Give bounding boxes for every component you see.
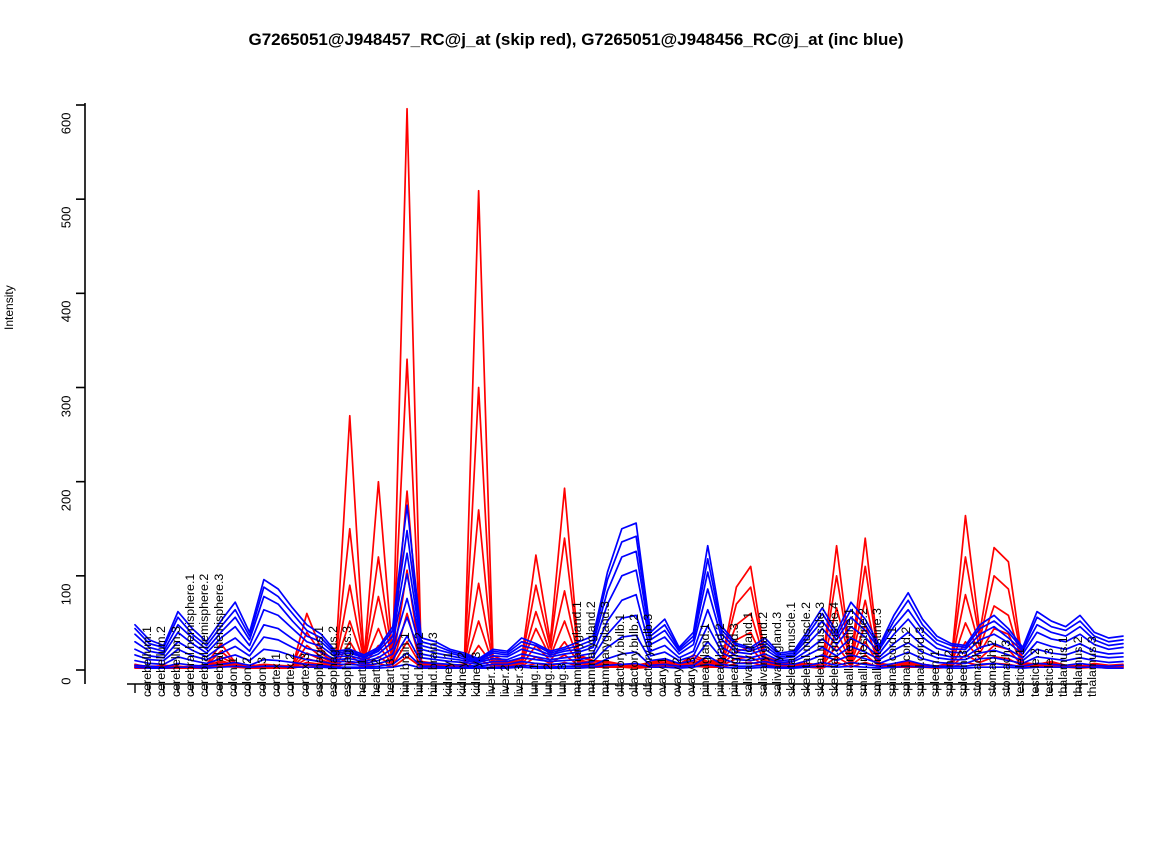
x-tick-label: cortex.3 [297,652,312,697]
series-line-red-1 [134,107,1124,669]
x-tick-label: mammarygland.1 [569,601,584,697]
series-line-blue-base [134,662,1124,669]
x-tick-label: stomach.2 [984,639,999,697]
x-tick-label: spleen.3 [956,650,971,697]
x-tick-label: lung.2 [540,663,555,697]
x-tick-label: stomach.1 [970,639,985,697]
x-tick-label: thalamus.2 [1070,636,1085,697]
x-tick-label: lung.1 [526,663,541,697]
series-line-red-2 [134,358,1124,669]
x-tick-label: salivary.gland.2 [755,611,770,697]
x-tick-label: hind.brain.1 [397,632,412,697]
series-line-blue-1 [134,504,1124,660]
x-tick-label: cerebral.hemisphere.1 [182,573,197,697]
y-tick-label: 0 [58,677,74,685]
x-tick-label: esophagus.1 [311,626,326,697]
x-tick-label: stomach.3 [999,639,1014,697]
x-tick-label: liver.2 [497,664,512,697]
x-tick-label: esophagus.3 [340,626,355,697]
x-tick-label: skeletal.muscle.1 [784,601,799,697]
x-tick-label: mammarygland.2 [583,601,598,697]
x-tick-label: pinealgland.1 [698,623,713,697]
x-tick-label: kidney.3 [469,651,484,697]
series-line-blue-7 [134,634,1124,668]
chart-title: G7265051@J948457_RC@j_at (skip red), G72… [248,30,904,49]
x-tick-label: cortex.2 [283,652,298,697]
x-tick-label: spinal.cord.2 [898,626,913,697]
y-tick-label: 100 [58,583,74,606]
x-tick-label: pinealgland.3 [727,623,742,697]
x-tick-label: skeletal.muscle.4 [827,601,842,697]
x-tick-label: small.intestine.3 [870,608,885,697]
x-tick-label: ovary.1 [655,657,670,697]
series-line-blue-5 [134,593,1124,664]
x-tick-label: mammarygland.3 [598,601,613,697]
x-tick-label: spinal.cord.3 [913,626,928,697]
x-tick-label: olfactory.bulb.1 [612,613,627,697]
x-tick-label: kidney.1 [440,651,455,697]
x-tick-label: spinal.cord.1 [884,626,899,697]
series-line-blue-4 [134,569,1124,663]
y-tick-label: 200 [58,489,74,511]
x-tick-label: ovary.2 [669,657,684,697]
x-tick-label: skeletal.muscle.3 [812,601,827,697]
x-tick-label: heart.3 [383,658,398,697]
x-tick-label: colon.1 [225,657,240,697]
x-tick-label: pinealgland.2 [712,623,727,697]
series-line-blue-8 [134,651,1124,669]
series-line-blue-3 [134,550,1124,662]
x-tick-label: colon.2 [240,657,255,697]
x-tick-label: colon.3 [254,657,269,697]
x-tick-label: hind.brain.2 [412,632,427,697]
x-tick-label: testicle.3 [1042,648,1057,697]
x-tick-label: spleen.2 [941,650,956,697]
x-tick-label: hind.brain.3 [426,632,441,697]
x-tick-label: testicle.1 [1013,648,1028,697]
x-tick-label: skeletal.muscle.2 [798,601,813,697]
y-tick-label: 300 [58,395,74,417]
x-tick-label: cerebral.hemisphere.2 [197,573,212,697]
series-line-blue-2 [134,529,1124,661]
x-tick-label: cerebellum.1 [140,626,154,697]
y-tick-label: 600 [58,112,74,135]
x-tick-label: small.intestine.1 [841,608,856,697]
x-tick-label: thalamus.3 [1085,636,1099,697]
x-tick-label: liver.1 [483,664,498,697]
x-tick-label: thalamus.1 [1056,636,1071,697]
x-tick-label: cerebellum.3 [168,626,183,697]
x-tick-label: testicle.2 [1027,648,1042,697]
x-tick-label: cerebral.hemisphere.3 [211,573,226,697]
x-tick-label: kidney.2 [455,651,469,697]
x-tick-label: heart.1 [354,658,369,697]
x-tick-label: olfactory.bulb.2 [626,613,641,697]
x-tick-label: cortex.1 [268,652,283,697]
x-tick-label: esophagus.2 [326,626,341,697]
series-line-blue-6 [134,614,1124,666]
x-tick-label: salivary.gland.1 [741,611,756,697]
x-tick-label: olfactory.bulb.3 [641,613,656,697]
x-tick-label: lung.3 [555,663,570,697]
y-tick-label: 500 [58,206,74,229]
x-tick-label: salivary.gland.3 [770,611,784,697]
x-tick-label: liver.3 [512,664,527,697]
x-tick-label: heart.2 [369,658,384,697]
x-tick-label: small.intestine.2 [855,608,870,697]
y-tick-label: 400 [58,300,74,323]
x-tick-label: ovary.3 [684,657,699,697]
x-tick-label: spleen.1 [927,650,942,697]
x-tick-label: cerebellum.2 [154,626,169,697]
